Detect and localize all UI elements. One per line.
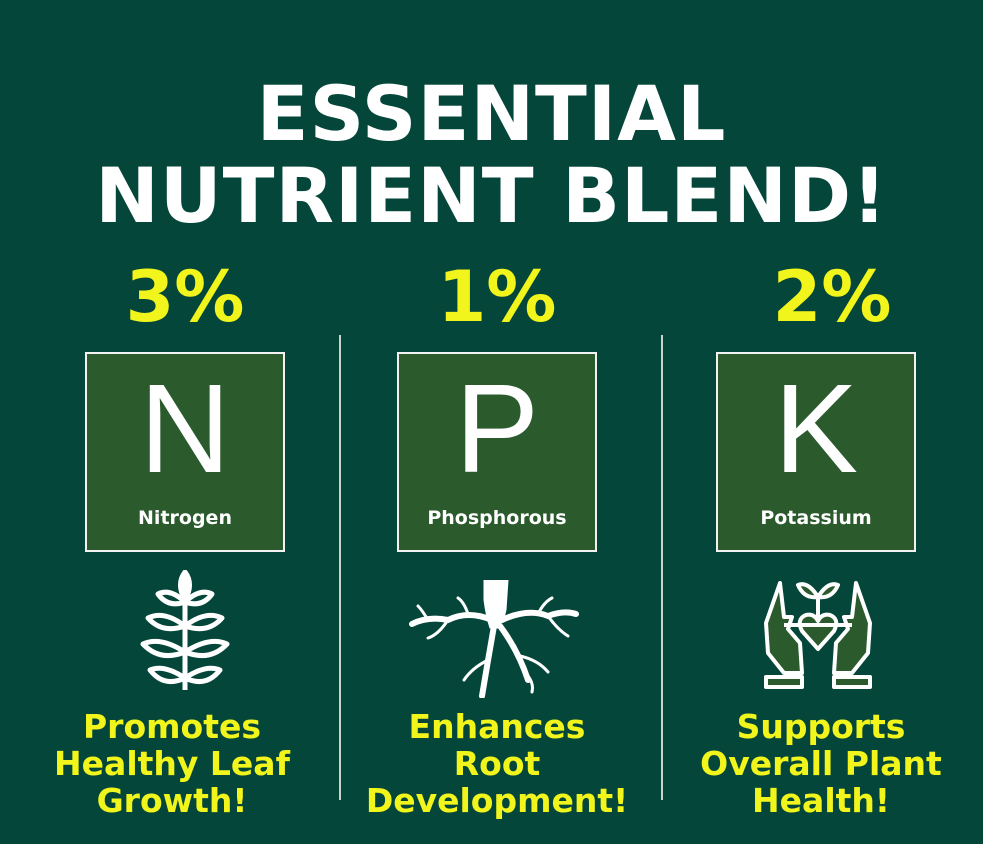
phosphorous-caption: Enhances Root Development! [337, 708, 657, 819]
phosphorous-percent: 1% [437, 256, 557, 338]
divider [661, 335, 663, 800]
title-line-2: NUTRIENT BLEND! [95, 151, 888, 240]
caption-line: Promotes [83, 707, 261, 746]
phosphorous-box: P Phosphorous [397, 352, 597, 552]
phosphorous-symbol: P [454, 358, 540, 499]
potassium-percent: 2% [772, 256, 892, 338]
plant-icon [140, 570, 230, 690]
roots-icon [409, 580, 579, 698]
hands-heart-plant-icon [764, 581, 872, 689]
nitrogen-symbol: N [139, 358, 231, 499]
potassium-box: K Potassium [716, 352, 916, 552]
potassium-symbol: K [773, 358, 859, 499]
divider [339, 335, 341, 800]
phosphorous-name: Phosphorous [427, 507, 567, 529]
potassium-caption: Supports Overall Plant Health! [661, 708, 981, 819]
nitrogen-box: N Nitrogen [85, 352, 285, 552]
caption-line: Supports [736, 707, 906, 746]
nitrogen-caption: Promotes Healthy Leaf Growth! [12, 708, 332, 819]
caption-line: Overall Plant [700, 744, 942, 783]
caption-line: Root [453, 744, 541, 783]
caption-line: Healthy Leaf [54, 744, 290, 783]
caption-line: Development! [365, 781, 629, 820]
nitrogen-percent: 3% [125, 256, 245, 338]
caption-line: Enhances [408, 707, 586, 746]
caption-line: Health! [752, 781, 890, 820]
potassium-name: Potassium [760, 507, 872, 529]
title-line-1: ESSENTIAL [256, 69, 727, 158]
nitrogen-name: Nitrogen [138, 507, 232, 529]
caption-line: Growth! [96, 781, 248, 820]
